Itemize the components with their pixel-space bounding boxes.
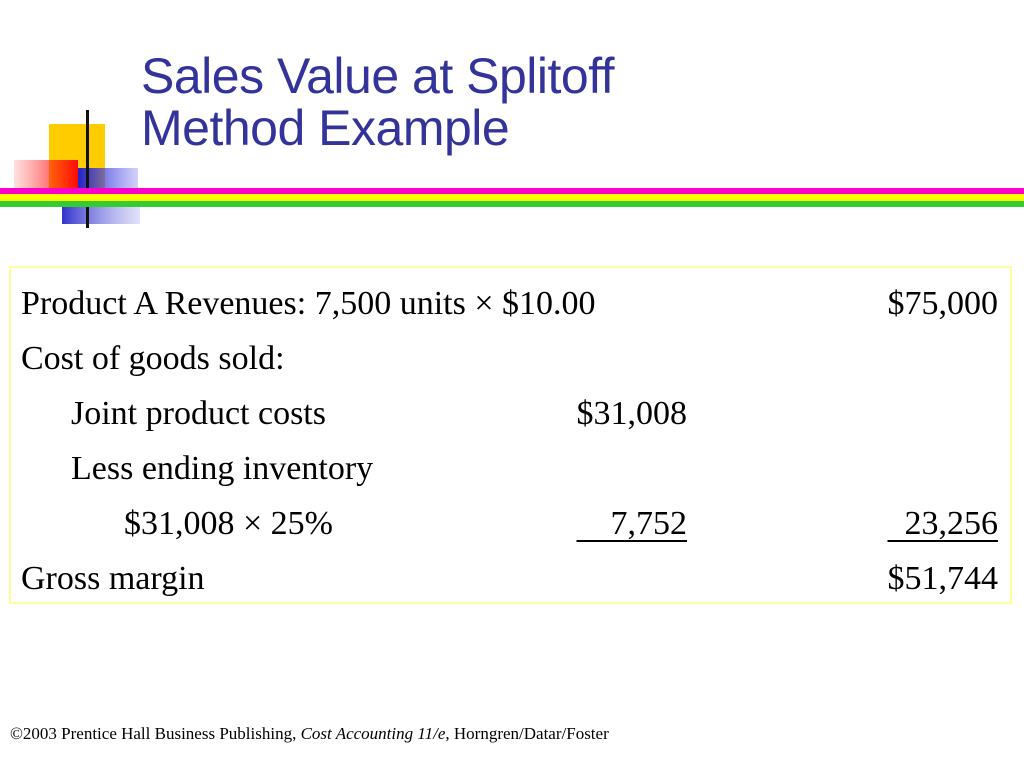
footer-authors: Horngren/Datar/Foster xyxy=(449,724,609,743)
row-label: Product A Revenues: 7,500 units × $10.00 xyxy=(21,285,596,322)
decorative-squares-graphic xyxy=(14,110,140,228)
row-label: Gross margin xyxy=(21,560,205,597)
table-row-revenues: Product A Revenues: 7,500 units × $10.00… xyxy=(11,276,1011,331)
slide-title-line-1: Sales Value at Splitoff xyxy=(141,48,615,104)
table-row-gross-margin: Gross margin $51,744 xyxy=(11,551,1011,606)
row-total: 23,256 xyxy=(887,505,999,542)
table-row-cogs: Cost of goods sold: xyxy=(11,331,1011,386)
slide-title-line-2: Method Example xyxy=(141,100,510,156)
blue-square-lower xyxy=(62,206,140,224)
row-total: $75,000 xyxy=(887,285,999,322)
row-label: Less ending inventory xyxy=(71,450,374,487)
row-label: $31,008 × 25% xyxy=(124,505,333,542)
calculation-table: Product A Revenues: 7,500 units × $10.00… xyxy=(9,266,1012,604)
row-label: Joint product costs xyxy=(71,395,326,432)
copyright-footer: ©2003 Prentice Hall Business Publishing,… xyxy=(10,724,609,744)
slide-title: Sales Value at Splitoff Method Example xyxy=(141,48,615,156)
table-row-inventory-calc: $31,008 × 25% 7,752 23,256 xyxy=(11,496,1011,551)
row-total: $51,744 xyxy=(887,560,999,597)
title-divider-stripes xyxy=(0,188,1024,207)
row-amount: 7,752 xyxy=(576,505,688,542)
row-amount: $31,008 xyxy=(576,395,688,432)
footer-book-title: Cost Accounting 11/e, xyxy=(300,724,450,743)
row-label: Cost of goods sold: xyxy=(21,340,285,377)
table-row-joint-costs: Joint product costs $31,008 xyxy=(11,386,1011,441)
vertical-line xyxy=(86,110,89,228)
table-row-less-inventory: Less ending inventory xyxy=(11,441,1011,496)
footer-prefix: ©2003 Prentice Hall Business Publishing, xyxy=(10,724,301,743)
